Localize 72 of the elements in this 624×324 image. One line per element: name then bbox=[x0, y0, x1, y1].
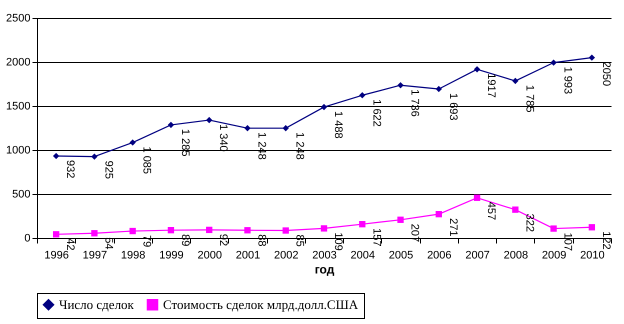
point bbox=[52, 152, 60, 160]
point bbox=[436, 86, 442, 92]
point bbox=[320, 104, 328, 110]
point bbox=[588, 54, 596, 61]
point bbox=[244, 227, 251, 234]
point bbox=[168, 227, 174, 234]
point bbox=[512, 78, 518, 84]
x-tick-label: 2010 bbox=[580, 250, 605, 262]
point bbox=[436, 210, 442, 218]
data-label: 1 285 bbox=[178, 128, 191, 156]
data-label: 1 785 bbox=[523, 84, 536, 112]
point bbox=[206, 226, 212, 234]
point bbox=[550, 225, 557, 232]
x-tick-label: 2006 bbox=[427, 250, 452, 262]
point bbox=[359, 92, 366, 98]
x-axis-title: год bbox=[314, 262, 335, 276]
x-tick-label: 1998 bbox=[120, 250, 146, 262]
data-label: 1 248 bbox=[294, 132, 306, 160]
x-tick-label: 2009 bbox=[542, 250, 566, 262]
data-label: 107 bbox=[562, 232, 574, 251]
point bbox=[282, 125, 289, 132]
x-tick-label: 2002 bbox=[274, 250, 298, 262]
point bbox=[91, 153, 98, 160]
y-tick-label: 500 bbox=[12, 188, 30, 200]
point bbox=[52, 231, 60, 238]
data-label: 109 bbox=[332, 232, 344, 251]
x-tick-label: 1999 bbox=[159, 250, 184, 262]
y-tick-label: 1000 bbox=[6, 144, 30, 156]
point bbox=[397, 216, 404, 223]
point bbox=[130, 228, 136, 234]
y-tick-label: 2500 bbox=[6, 12, 30, 24]
point bbox=[91, 230, 98, 236]
x-tick-label: 1997 bbox=[82, 250, 108, 262]
data-label: 925 bbox=[102, 160, 114, 179]
point bbox=[474, 194, 480, 201]
data-label: 457 bbox=[485, 202, 498, 220]
y-tick-label: 2000 bbox=[6, 56, 30, 68]
point bbox=[512, 206, 518, 213]
data-label: 2050 bbox=[600, 62, 612, 86]
data-label: 932 bbox=[64, 160, 76, 178]
data-label: 1 488 bbox=[332, 111, 344, 139]
data-label: 1 622 bbox=[370, 99, 382, 127]
point bbox=[130, 139, 136, 146]
x-tick-label: 2007 bbox=[465, 250, 490, 262]
point bbox=[359, 221, 366, 228]
legend-label: Число сделок bbox=[59, 296, 135, 312]
data-label: 1 736 bbox=[408, 89, 421, 117]
data-label: 1 993 bbox=[562, 66, 574, 94]
data-label: 322 bbox=[523, 214, 536, 232]
point bbox=[206, 116, 212, 124]
point bbox=[474, 66, 480, 72]
y-tick-label: 0 bbox=[24, 232, 30, 244]
data-label: 42 bbox=[64, 238, 76, 251]
x-tick-label: 2008 bbox=[504, 250, 528, 262]
y-tick-label: 1500 bbox=[6, 100, 30, 112]
point bbox=[168, 122, 174, 128]
data-label: 271 bbox=[446, 218, 459, 237]
legend-label: Стоимость сделок млрд.долл.США bbox=[163, 296, 359, 312]
point bbox=[282, 227, 289, 234]
x-tick-label: 2004 bbox=[350, 250, 376, 262]
data-label: 1917 bbox=[485, 73, 498, 98]
point bbox=[550, 59, 557, 66]
x-tick-label: 1996 bbox=[44, 250, 69, 262]
x-tick-label: 2001 bbox=[236, 250, 260, 262]
point bbox=[397, 82, 404, 88]
point bbox=[320, 225, 328, 232]
x-tick-label: 2005 bbox=[388, 250, 414, 262]
x-tick-label: 2000 bbox=[197, 250, 222, 262]
x-tick-label: 2003 bbox=[312, 250, 337, 262]
point bbox=[244, 125, 251, 132]
point bbox=[588, 224, 596, 230]
data-label: 1 248 bbox=[255, 132, 268, 160]
